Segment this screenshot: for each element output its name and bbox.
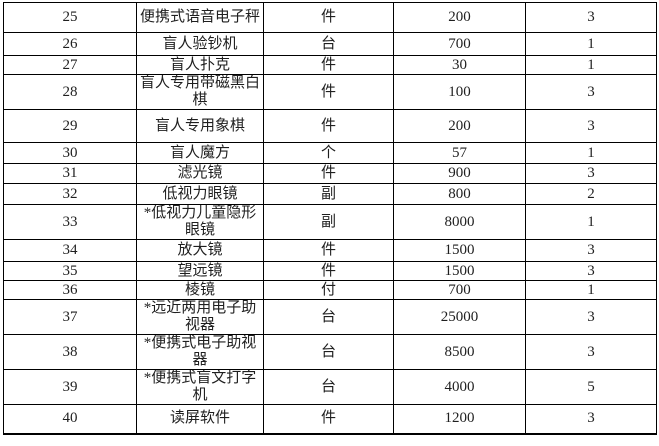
quantity-cell: 3 <box>525 334 657 370</box>
quantity-cell: 3 <box>525 299 657 335</box>
price-cell: 1500 <box>393 239 526 262</box>
assistive-devices-price-table: 25 便携式语音电子秤件 200 3 26 盲人验钞机台 700 1 27 盲人扑克件 30 1 28 盲… <box>3 2 657 435</box>
unit-cell: 件 <box>263 239 394 262</box>
price-cell: 800 <box>393 183 526 205</box>
quantity-cell: 1 <box>525 55 657 75</box>
table-row: 37 *远近两用电子助 视器台 25000 3 <box>3 299 657 335</box>
name-cell: *便携式电子助视 器 <box>136 334 264 370</box>
serial-cell: 32 <box>3 183 137 205</box>
unit-cell: 件 <box>263 163 394 184</box>
name-cell: 望远镜 <box>136 261 264 281</box>
table-row: 33 *低视力儿童隐形 眼镜副 8000 1 <box>3 204 657 240</box>
quantity-cell: 5 <box>525 369 657 405</box>
serial-cell: 36 <box>3 280 137 300</box>
table-row: 32 低视力眼镜副 800 2 <box>3 183 657 205</box>
name-cell: *便携式盲文打字 机 <box>136 369 264 405</box>
quantity-cell: 3 <box>525 2 657 33</box>
name-cell: 放大镜 <box>136 239 264 262</box>
serial-cell: 29 <box>3 109 137 143</box>
name-cell: 盲人专用象棋 <box>136 109 264 143</box>
table-row: 30 盲人魔方个 57 1 <box>3 142 657 164</box>
name-cell: 盲人专用带磁黑白 棋 <box>136 74 264 110</box>
unit-cell: 台 <box>263 334 394 370</box>
table-row: 35 望远镜件 1500 3 <box>3 261 657 281</box>
unit-cell: 件 <box>263 55 394 75</box>
price-table-body: 25 便携式语音电子秤件 200 3 26 盲人验钞机台 700 1 27 盲人扑克件 30 1 28 盲… <box>3 2 657 434</box>
unit-cell: 副 <box>263 183 394 205</box>
unit-cell: 副 <box>263 204 394 240</box>
serial-cell: 28 <box>3 74 137 110</box>
table-row: 26 盲人验钞机台 700 1 <box>3 32 657 56</box>
serial-cell: 34 <box>3 239 137 262</box>
price-cell: 8500 <box>393 334 526 370</box>
unit-cell: 台 <box>263 32 394 56</box>
price-cell: 700 <box>393 32 526 56</box>
serial-cell: 38 <box>3 334 137 370</box>
quantity-cell: 1 <box>525 204 657 240</box>
price-cell: 1500 <box>393 261 526 281</box>
name-cell: 读屏软件 <box>136 404 264 434</box>
quantity-cell: 3 <box>525 109 657 143</box>
unit-cell: 件 <box>263 2 394 33</box>
price-cell: 4000 <box>393 369 526 405</box>
table-row: 38 *便携式电子助视 器台 8500 3 <box>3 334 657 370</box>
serial-cell: 40 <box>3 404 137 434</box>
table-row: 29 盲人专用象棋件 200 3 <box>3 109 657 143</box>
serial-cell: 37 <box>3 299 137 335</box>
table-row: 28 盲人专用带磁黑白 棋件 100 3 <box>3 74 657 110</box>
price-cell: 200 <box>393 109 526 143</box>
quantity-cell: 1 <box>525 32 657 56</box>
price-cell: 100 <box>393 74 526 110</box>
table-row: 27 盲人扑克件 30 1 <box>3 55 657 75</box>
name-cell: 盲人扑克 <box>136 55 264 75</box>
quantity-cell: 3 <box>525 74 657 110</box>
table-row: 40 读屏软件件 1200 3 <box>3 404 657 434</box>
price-cell: 25000 <box>393 299 526 335</box>
quantity-cell: 3 <box>525 404 657 434</box>
serial-cell: 27 <box>3 55 137 75</box>
price-cell: 700 <box>393 280 526 300</box>
unit-cell: 台 <box>263 369 394 405</box>
name-cell: 便携式语音电子秤 <box>136 2 264 33</box>
serial-cell: 26 <box>3 32 137 56</box>
price-cell: 30 <box>393 55 526 75</box>
serial-cell: 31 <box>3 163 137 184</box>
quantity-cell: 1 <box>525 280 657 300</box>
table-row: 25 便携式语音电子秤件 200 3 <box>3 2 657 33</box>
name-cell: 盲人魔方 <box>136 142 264 164</box>
name-cell: *低视力儿童隐形 眼镜 <box>136 204 264 240</box>
price-cell: 57 <box>393 142 526 164</box>
serial-cell: 39 <box>3 369 137 405</box>
price-cell: 1200 <box>393 404 526 434</box>
name-cell: 盲人验钞机 <box>136 32 264 56</box>
table-row: 36 棱镜付 700 1 <box>3 280 657 300</box>
name-cell: 滤光镜 <box>136 163 264 184</box>
quantity-cell: 3 <box>525 239 657 262</box>
unit-cell: 个 <box>263 142 394 164</box>
table-row: 31 滤光镜件 900 3 <box>3 163 657 184</box>
unit-cell: 付 <box>263 280 394 300</box>
table-row: 34 放大镜件 1500 3 <box>3 239 657 262</box>
table-row: 39 *便携式盲文打字 机台 4000 5 <box>3 369 657 405</box>
unit-cell: 件 <box>263 109 394 143</box>
name-cell: 低视力眼镜 <box>136 183 264 205</box>
serial-cell: 25 <box>3 2 137 33</box>
unit-cell: 件 <box>263 404 394 434</box>
quantity-cell: 3 <box>525 261 657 281</box>
unit-cell: 台 <box>263 299 394 335</box>
serial-cell: 30 <box>3 142 137 164</box>
price-cell: 900 <box>393 163 526 184</box>
unit-cell: 件 <box>263 261 394 281</box>
quantity-cell: 2 <box>525 183 657 205</box>
name-cell: *远近两用电子助 视器 <box>136 299 264 335</box>
name-cell: 棱镜 <box>136 280 264 300</box>
quantity-cell: 1 <box>525 142 657 164</box>
unit-cell: 件 <box>263 74 394 110</box>
price-cell: 8000 <box>393 204 526 240</box>
serial-cell: 33 <box>3 204 137 240</box>
serial-cell: 35 <box>3 261 137 281</box>
quantity-cell: 3 <box>525 163 657 184</box>
price-cell: 200 <box>393 2 526 33</box>
